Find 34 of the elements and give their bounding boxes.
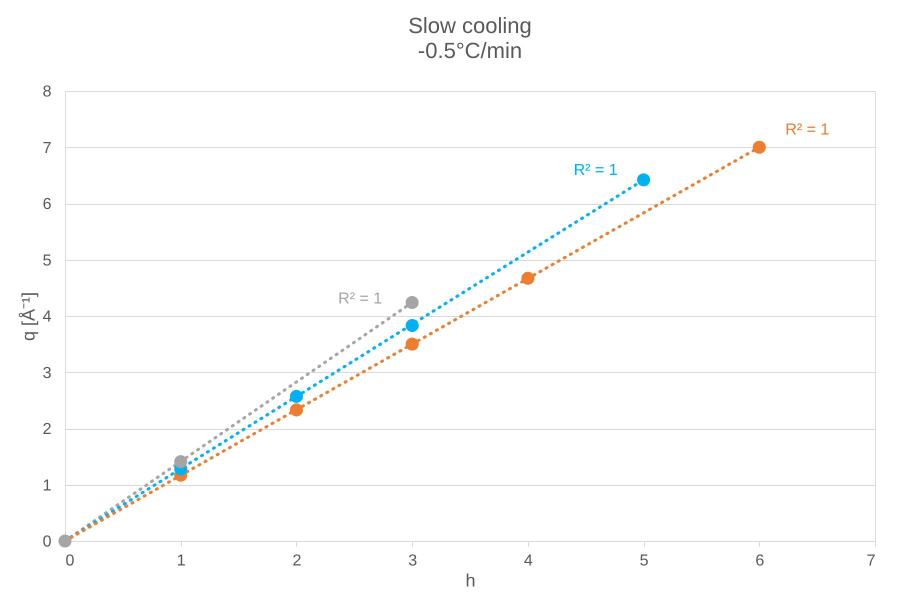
point <box>406 319 419 332</box>
point <box>521 272 534 285</box>
annotation: R² = 1 <box>574 162 618 179</box>
x-tick-label: 2 <box>292 552 302 570</box>
y-tick-label: 6 <box>42 196 52 213</box>
point <box>637 173 650 186</box>
x-tick-label: 0 <box>66 552 74 570</box>
point <box>406 296 419 310</box>
y-tick-label: 3 <box>42 364 52 382</box>
y-tick-label: 2 <box>42 421 52 438</box>
annotation: R² = 1 <box>785 121 830 138</box>
x-tick-label: 4 <box>524 552 533 570</box>
annotation: R² = 1 <box>338 290 382 308</box>
y-axis-title: q [Å⁻¹] <box>18 292 39 342</box>
x-tick-label: 7 <box>866 552 876 570</box>
point <box>174 455 188 468</box>
x-tick-label: 6 <box>755 552 764 570</box>
y-tick-label: 4 <box>42 308 52 326</box>
point <box>752 140 766 154</box>
y-tick-label: 7 <box>42 140 52 157</box>
y-tick-label: 0 <box>42 534 52 550</box>
x-axis-title: h <box>465 570 476 590</box>
point <box>290 403 303 416</box>
point <box>58 534 72 548</box>
y-tick-label: 8 <box>42 84 52 100</box>
y-tick-label: 5 <box>42 252 52 270</box>
x-tick-label: 3 <box>408 552 418 570</box>
y-tick-label: 1 <box>42 477 52 494</box>
point <box>290 390 303 403</box>
chart-subtitle: -0.5°C/min <box>418 38 522 63</box>
x-tick-label: 1 <box>176 552 186 570</box>
x-tick-label: 5 <box>640 552 649 570</box>
chart-title: Slow cooling <box>408 13 532 38</box>
point <box>406 338 419 351</box>
